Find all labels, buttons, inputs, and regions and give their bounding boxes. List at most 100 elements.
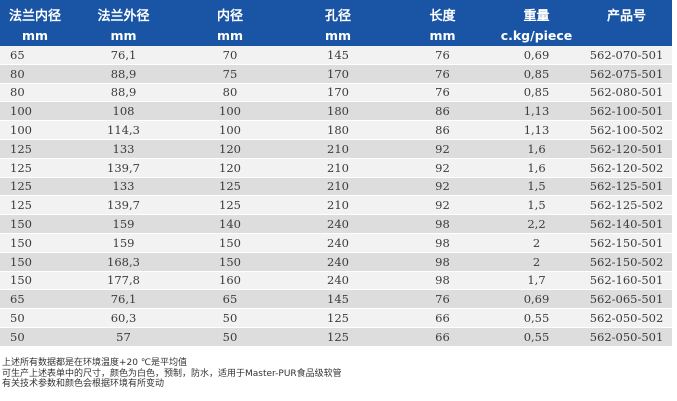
cell-product-number: 562-050-501 (581, 327, 672, 347)
cell-bore-diameter: 170 (283, 83, 393, 103)
cell-weight: 2 (492, 252, 581, 272)
cell-flange-inner-diameter: 150 (0, 233, 70, 253)
cell-product-number: 562-160-501 (581, 271, 672, 291)
cell-flange-inner-diameter: 65 (0, 46, 70, 65)
cell-length: 92 (393, 139, 492, 159)
header-flange-inner-diameter: 法兰内径 (0, 0, 70, 24)
cell-flange-inner-diameter: 125 (0, 139, 70, 159)
cell-length: 76 (393, 64, 492, 84)
cell-weight: 0,55 (492, 308, 581, 328)
cell-product-number: 562-070-501 (581, 46, 672, 65)
table-header: 法兰内径 法兰外径 内径 孔径 长度 重量 产品号 mm mm mm mm mm… (0, 0, 672, 46)
cell-bore-diameter: 210 (283, 195, 393, 216)
cell-length: 98 (393, 233, 492, 253)
header-product-number: 产品号 (581, 0, 672, 24)
cell-product-number: 562-140-501 (581, 214, 672, 234)
cell-bore-diameter: 210 (283, 177, 393, 197)
cell-flange-outer-diameter: 133 (70, 139, 177, 159)
header-row-labels: 法兰内径 法兰外径 内径 孔径 长度 重量 产品号 (0, 0, 672, 24)
cell-flange-inner-diameter: 150 (0, 252, 70, 272)
cell-length: 86 (393, 120, 492, 140)
cell-weight: 1,6 (492, 158, 581, 178)
cell-length: 86 (393, 101, 492, 122)
cell-flange-outer-diameter: 159 (70, 214, 177, 234)
cell-flange-outer-diameter: 139,7 (70, 195, 177, 216)
cell-bore-diameter: 145 (283, 289, 393, 310)
cell-flange-outer-diameter: 168,3 (70, 252, 177, 272)
cell-flange-inner-diameter: 150 (0, 214, 70, 234)
cell-bore-diameter: 145 (283, 46, 393, 65)
header-inner-diameter: 内径 (177, 0, 283, 24)
cell-weight: 0,69 (492, 46, 581, 65)
header-weight: 重量 (492, 0, 581, 24)
cell-bore-diameter: 240 (283, 271, 393, 291)
table-row: 80 88,9 75 170 76 0,85 562-075-501 (0, 64, 672, 84)
spec-table: 法兰内径 法兰外径 内径 孔径 长度 重量 产品号 mm mm mm mm mm… (0, 0, 672, 347)
cell-flange-inner-diameter: 50 (0, 327, 70, 347)
cell-flange-inner-diameter: 80 (0, 64, 70, 84)
cell-flange-outer-diameter: 76,1 (70, 289, 177, 310)
cell-bore-diameter: 170 (283, 64, 393, 84)
cell-product-number: 562-125-502 (581, 195, 672, 216)
table-row: 50 60,3 50 125 66 0,55 562-050-502 (0, 308, 672, 328)
cell-flange-outer-diameter: 139,7 (70, 158, 177, 178)
cell-flange-inner-diameter: 100 (0, 120, 70, 140)
cell-flange-inner-diameter: 125 (0, 158, 70, 178)
cell-flange-outer-diameter: 60,3 (70, 308, 177, 328)
cell-length: 92 (393, 177, 492, 197)
table-row: 100 108 100 180 86 1,13 562-100-501 (0, 101, 672, 122)
cell-length: 76 (393, 289, 492, 310)
cell-weight: 0,85 (492, 83, 581, 103)
cell-product-number: 562-100-502 (581, 120, 672, 140)
cell-inner-diameter: 125 (177, 177, 283, 197)
cell-weight: 1,7 (492, 271, 581, 291)
cell-flange-inner-diameter: 125 (0, 195, 70, 216)
cell-flange-inner-diameter: 65 (0, 289, 70, 310)
cell-weight: 0,55 (492, 327, 581, 347)
cell-product-number: 562-050-502 (581, 308, 672, 328)
cell-weight: 2,2 (492, 214, 581, 234)
cell-flange-outer-diameter: 76,1 (70, 46, 177, 65)
table-row: 125 133 125 210 92 1,5 562-125-501 (0, 177, 672, 197)
cell-flange-inner-diameter: 50 (0, 308, 70, 328)
cell-inner-diameter: 80 (177, 83, 283, 103)
header-bore-diameter: 孔径 (283, 0, 393, 24)
cell-inner-diameter: 70 (177, 46, 283, 65)
cell-product-number: 562-150-502 (581, 252, 672, 272)
cell-weight: 2 (492, 233, 581, 253)
cell-flange-outer-diameter: 177,8 (70, 271, 177, 291)
cell-length: 98 (393, 252, 492, 272)
cell-length: 92 (393, 158, 492, 178)
cell-bore-diameter: 210 (283, 158, 393, 178)
cell-bore-diameter: 240 (283, 252, 393, 272)
header-flange-outer-diameter: 法兰外径 (70, 0, 177, 24)
table-row: 150 168,3 150 240 98 2 562-150-502 (0, 252, 672, 272)
cell-flange-outer-diameter: 57 (70, 327, 177, 347)
cell-inner-diameter: 100 (177, 101, 283, 122)
table-row: 50 57 50 125 66 0,55 562-050-501 (0, 327, 672, 347)
footnotes: 上述所有数据都是在环境温度+20 ℃是平均值 可生产上述表单中的尺寸，颜色为白色… (2, 358, 342, 390)
footnote-line: 有关技术参数和颜色会根据环境有所变动 (2, 379, 165, 389)
cell-inner-diameter: 150 (177, 252, 283, 272)
table-row: 150 159 150 240 98 2 562-150-501 (0, 233, 672, 253)
cell-length: 66 (393, 308, 492, 328)
cell-flange-outer-diameter: 88,9 (70, 83, 177, 103)
cell-product-number: 562-120-502 (581, 158, 672, 178)
cell-weight: 0,69 (492, 289, 581, 310)
cell-flange-outer-diameter: 108 (70, 101, 177, 122)
cell-product-number: 562-100-501 (581, 101, 672, 122)
cell-product-number: 562-120-501 (581, 139, 672, 159)
cell-bore-diameter: 240 (283, 233, 393, 253)
cell-length: 98 (393, 271, 492, 291)
table-row: 150 159 140 240 98 2,2 562-140-501 (0, 214, 672, 234)
table-row: 125 133 120 210 92 1,6 562-120-501 (0, 139, 672, 159)
cell-weight: 1,13 (492, 120, 581, 140)
unit-length: mm (393, 24, 492, 46)
unit-weight: c.kg/piece (492, 24, 581, 46)
cell-flange-outer-diameter: 88,9 (70, 64, 177, 84)
cell-inner-diameter: 125 (177, 195, 283, 216)
table-row: 150 177,8 160 240 98 1,7 562-160-501 (0, 271, 672, 291)
cell-length: 92 (393, 195, 492, 216)
cell-inner-diameter: 120 (177, 139, 283, 159)
